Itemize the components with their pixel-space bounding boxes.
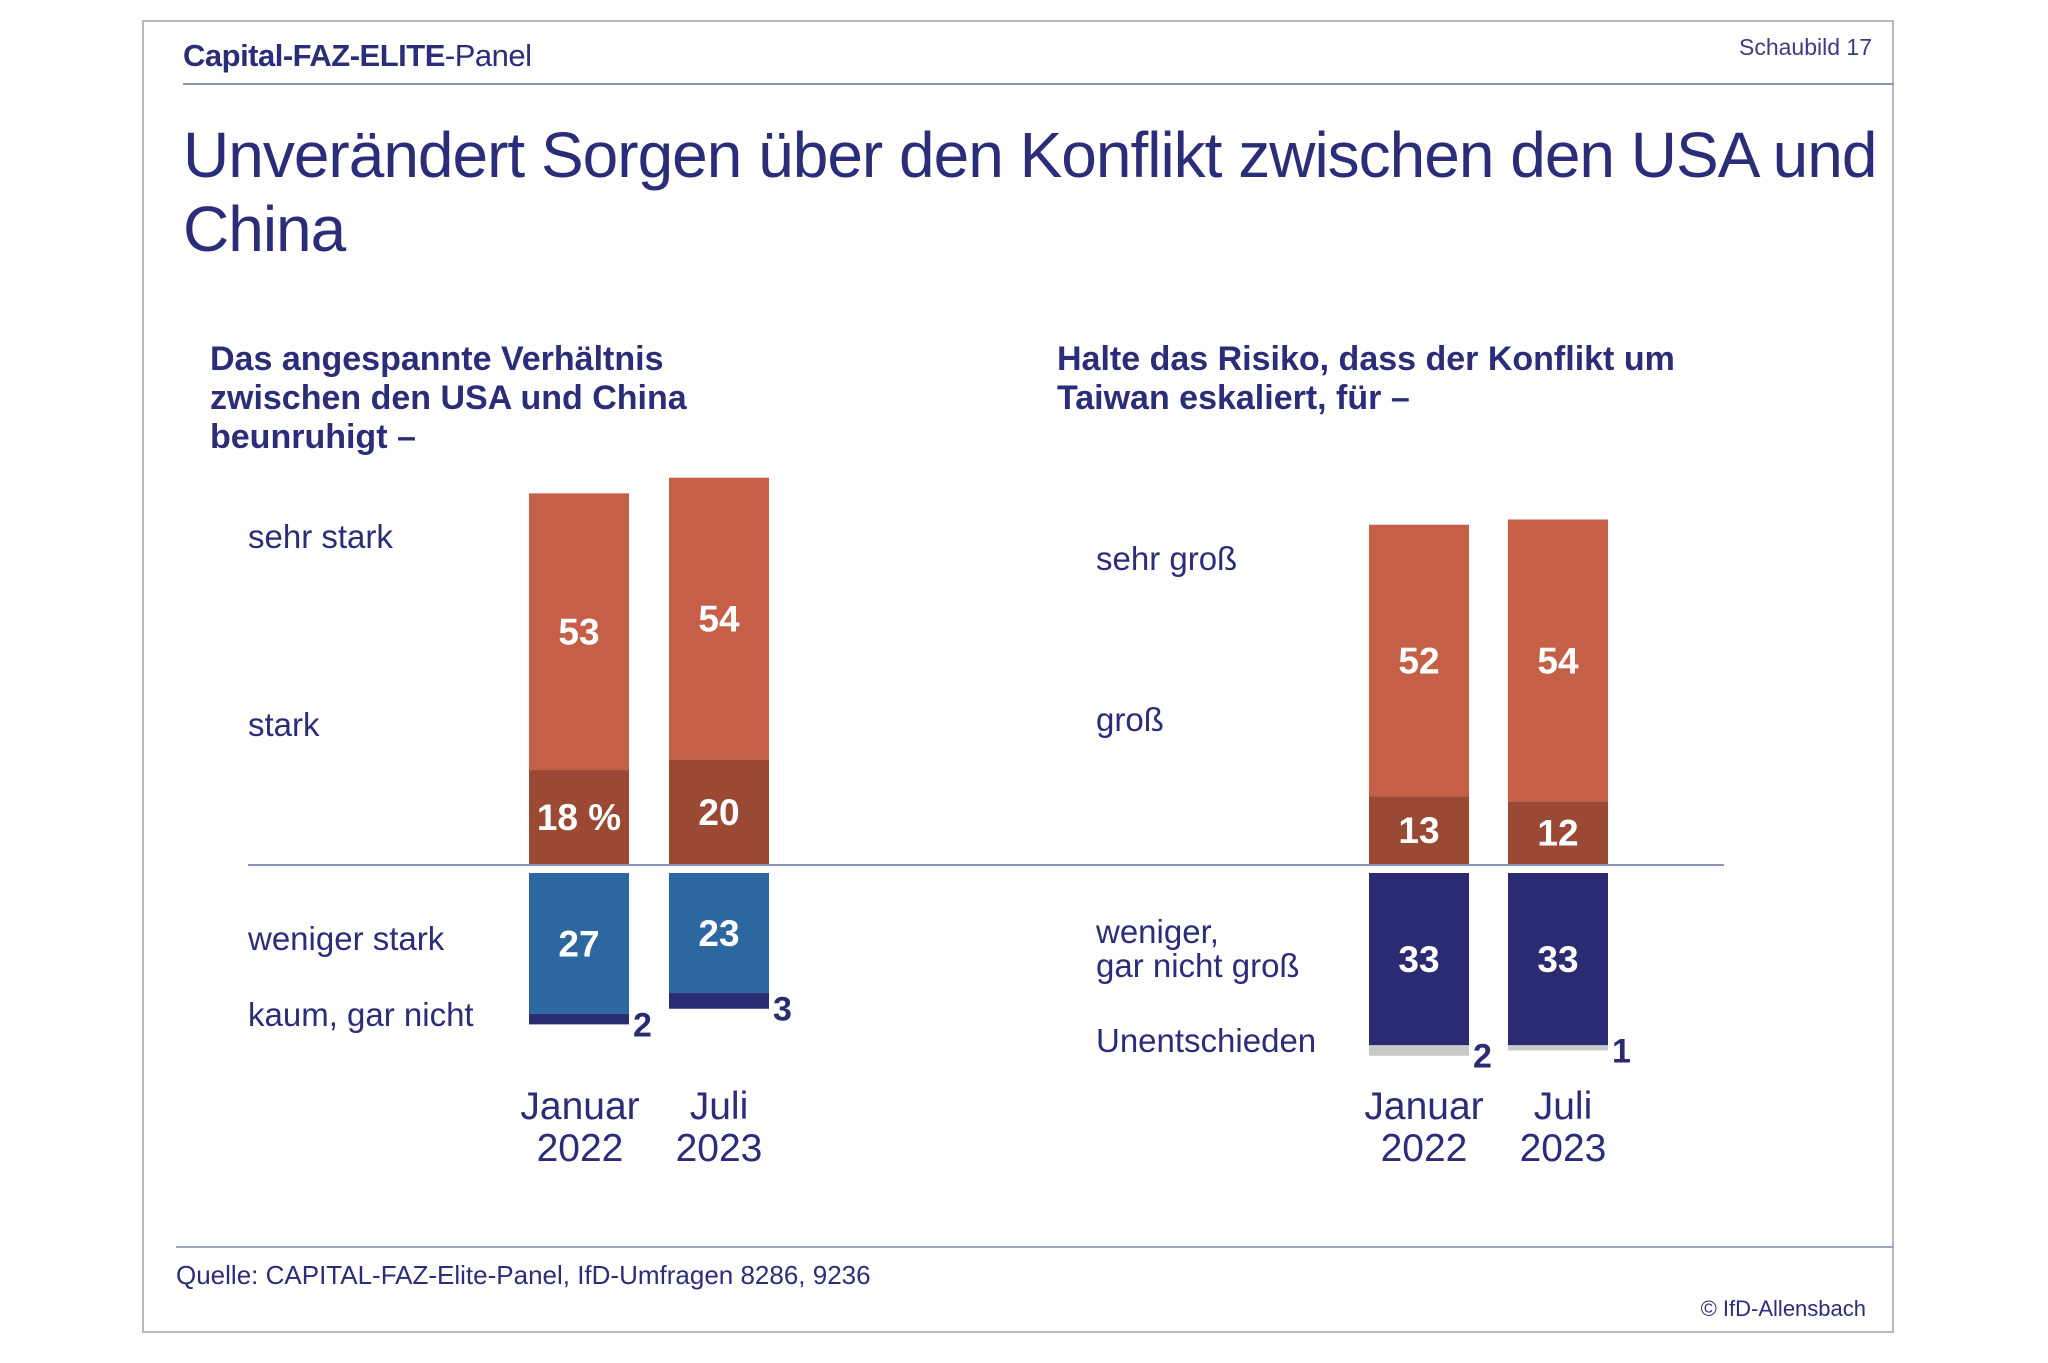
label-weniger-stark: weniger stark — [248, 920, 445, 957]
bar-segment — [669, 873, 769, 994]
period-label-left-jan-2022: Januar 2022 — [520, 1085, 640, 1170]
label-sehr-gross: sehr groß — [1096, 540, 1238, 577]
data-label: 23 — [698, 913, 739, 954]
period-label-left-jul-2023: Juli 2023 — [675, 1085, 763, 1170]
label-kaum-gar-nicht: kaum, gar nicht — [248, 996, 474, 1033]
data-label: 53 — [558, 612, 599, 653]
data-label: 54 — [698, 599, 740, 640]
bar-segment — [1508, 873, 1608, 1046]
period-label-right-jan-2022: Januar 2022 — [1364, 1085, 1484, 1170]
bar-segment — [1369, 873, 1469, 1046]
copyright: © IfD-Allensbach — [1700, 1296, 1866, 1321]
footer-rule — [176, 1246, 1894, 1248]
chart-frame — [142, 20, 1894, 1333]
data-label: 54 — [1537, 640, 1579, 681]
data-label: 27 — [558, 923, 599, 964]
data-label: 52 — [1398, 640, 1439, 681]
label-unentschieden: Unentschieden — [1096, 1022, 1317, 1059]
bar-segment — [1369, 524, 1469, 797]
page-title: Unverändert Sorgen über den Konflikt zwi… — [183, 119, 1877, 265]
data-label: 13 — [1398, 810, 1439, 851]
left-chart-title: Das angespannte Verhältnis zwischen den … — [210, 340, 687, 456]
label-weniger-gar-nicht-gross: weniger, gar nicht groß — [1096, 913, 1300, 984]
data-label: 33 — [1398, 939, 1439, 980]
data-label: 2 — [633, 1006, 652, 1044]
right-chart-title: Halte das Risiko, dass der Konflikt um T… — [1057, 340, 1675, 417]
label-stark: stark — [248, 706, 320, 743]
figure-number: Schaubild 17 — [1739, 34, 1872, 60]
header-rule — [183, 83, 1894, 85]
bar-segment — [529, 873, 629, 1014]
data-label: 2 — [1473, 1038, 1492, 1076]
bar-segment — [1508, 801, 1608, 864]
panel-brand: Capital-FAZ-ELITE-Panel — [183, 38, 532, 73]
bar-segment — [529, 493, 629, 771]
bar-segment — [529, 1013, 629, 1025]
data-label: 18 % — [537, 797, 621, 838]
period-label-right-jul-2023: Juli 2023 — [1519, 1085, 1607, 1170]
data-label: 3 — [773, 991, 792, 1029]
bar-segment — [529, 770, 629, 864]
data-label: 20 — [698, 792, 739, 833]
label-gross: groß — [1096, 701, 1164, 738]
bar-segment — [1508, 1045, 1608, 1051]
bar-segment — [1369, 796, 1469, 864]
data-label: 33 — [1537, 939, 1578, 980]
bar-segment — [669, 759, 769, 864]
label-sehr-stark: sehr stark — [248, 518, 393, 555]
bar-segment — [1508, 519, 1608, 802]
bar-segment — [669, 993, 769, 1009]
data-label: 12 — [1537, 813, 1578, 854]
bar-segment — [669, 477, 769, 760]
source-note: Quelle: CAPITAL-FAZ-Elite-Panel, IfD-Umf… — [176, 1260, 871, 1290]
data-label: 1 — [1612, 1032, 1631, 1070]
bar-segment — [1369, 1045, 1469, 1056]
